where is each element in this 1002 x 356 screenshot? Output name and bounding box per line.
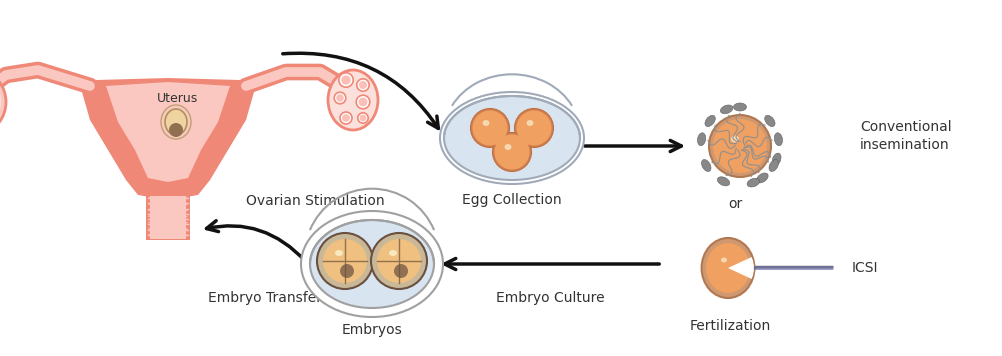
Circle shape <box>493 132 531 172</box>
Ellipse shape <box>765 115 776 126</box>
Text: Embryos: Embryos <box>342 323 403 337</box>
Ellipse shape <box>444 96 580 180</box>
Circle shape <box>340 264 354 278</box>
Ellipse shape <box>328 70 378 130</box>
Circle shape <box>337 94 344 102</box>
Ellipse shape <box>733 103 746 111</box>
Wedge shape <box>728 257 754 279</box>
Ellipse shape <box>706 243 750 293</box>
Polygon shape <box>150 196 186 239</box>
Ellipse shape <box>775 133 783 146</box>
Ellipse shape <box>705 115 715 126</box>
Text: Egg Collection: Egg Collection <box>462 193 562 207</box>
Circle shape <box>473 110 507 146</box>
Text: Conventional
insemination: Conventional insemination <box>860 120 952 152</box>
Circle shape <box>713 119 767 173</box>
Circle shape <box>342 75 351 85</box>
Circle shape <box>495 135 529 169</box>
Ellipse shape <box>769 159 779 172</box>
Polygon shape <box>146 195 190 240</box>
Circle shape <box>394 264 408 278</box>
Ellipse shape <box>731 136 739 142</box>
Ellipse shape <box>0 72 6 132</box>
Ellipse shape <box>504 144 511 150</box>
Ellipse shape <box>747 178 760 187</box>
Ellipse shape <box>720 105 732 114</box>
Ellipse shape <box>701 159 711 172</box>
Ellipse shape <box>310 220 434 308</box>
Circle shape <box>516 110 551 146</box>
Ellipse shape <box>773 153 781 166</box>
Circle shape <box>358 113 368 123</box>
Circle shape <box>335 92 346 104</box>
Ellipse shape <box>717 177 729 186</box>
Ellipse shape <box>335 250 343 256</box>
Ellipse shape <box>301 211 443 317</box>
Circle shape <box>371 233 427 289</box>
Circle shape <box>357 79 369 91</box>
Ellipse shape <box>697 133 705 146</box>
Circle shape <box>471 109 509 147</box>
Ellipse shape <box>754 267 757 269</box>
Text: Embryo Culture: Embryo Culture <box>496 291 604 305</box>
Circle shape <box>340 112 352 124</box>
Text: Uterus: Uterus <box>157 91 198 105</box>
Text: or: or <box>727 197 742 211</box>
Circle shape <box>709 115 771 177</box>
Ellipse shape <box>526 120 533 126</box>
Circle shape <box>317 233 373 289</box>
Ellipse shape <box>389 250 397 256</box>
Circle shape <box>359 98 368 106</box>
Text: Ovarian Stimulation: Ovarian Stimulation <box>245 194 385 208</box>
Ellipse shape <box>757 173 769 183</box>
Circle shape <box>342 114 350 122</box>
Text: Embryo Transfer: Embryo Transfer <box>208 291 322 305</box>
Ellipse shape <box>721 257 727 262</box>
Ellipse shape <box>440 92 584 184</box>
Polygon shape <box>80 78 256 200</box>
Circle shape <box>377 239 421 283</box>
Circle shape <box>339 73 353 87</box>
Circle shape <box>356 95 370 109</box>
Text: ICSI: ICSI <box>852 261 879 275</box>
Polygon shape <box>106 82 230 182</box>
Circle shape <box>323 239 367 283</box>
Text: Fertilization: Fertilization <box>689 319 771 333</box>
Ellipse shape <box>483 120 490 126</box>
Circle shape <box>360 115 367 121</box>
Circle shape <box>169 123 183 137</box>
Circle shape <box>514 109 553 147</box>
Ellipse shape <box>165 109 187 135</box>
Ellipse shape <box>701 238 755 298</box>
Circle shape <box>359 81 367 89</box>
